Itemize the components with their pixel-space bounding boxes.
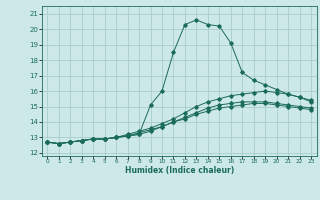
X-axis label: Humidex (Indice chaleur): Humidex (Indice chaleur) bbox=[124, 166, 234, 175]
